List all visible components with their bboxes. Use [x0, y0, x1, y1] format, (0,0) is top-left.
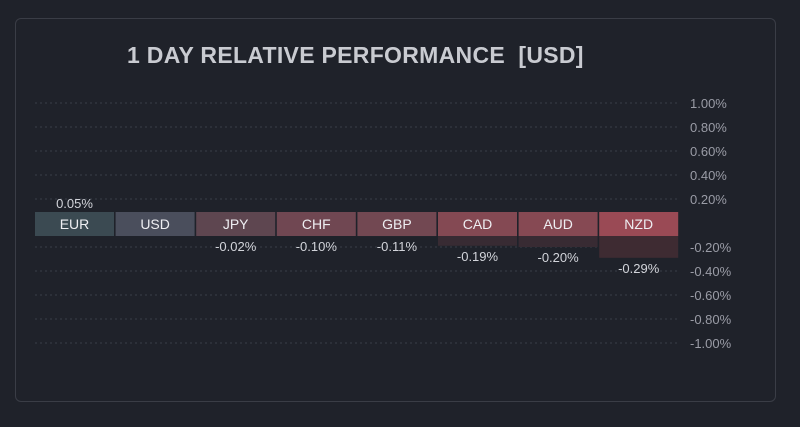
value-label: 0.05% — [56, 196, 93, 211]
value-label: -0.20% — [537, 250, 579, 265]
category-band — [35, 212, 114, 236]
y-tick-label: 0.60% — [690, 144, 727, 159]
category-label: USD — [140, 216, 170, 232]
category-label: CHF — [302, 216, 331, 232]
category-band — [115, 212, 195, 236]
y-tick-label: 0.80% — [690, 120, 727, 135]
category-band — [196, 212, 276, 236]
value-label: -0.10% — [296, 239, 338, 254]
y-tick-label: -0.60% — [690, 288, 732, 303]
y-tick-label: 1.00% — [690, 96, 727, 111]
bar — [438, 236, 517, 246]
category-band — [438, 212, 517, 236]
value-label: -0.29% — [618, 261, 660, 276]
category-band — [518, 212, 598, 236]
bar — [518, 236, 598, 247]
category-label: GBP — [382, 216, 412, 232]
performance-widget — [15, 18, 776, 402]
category-label: CAD — [463, 216, 493, 232]
category-label: EUR — [60, 216, 90, 232]
value-label: -0.11% — [377, 239, 418, 254]
y-tick-label: -0.80% — [690, 312, 732, 327]
category-band — [357, 212, 437, 236]
y-tick-label: 0.40% — [690, 168, 727, 183]
category-label: AUD — [543, 216, 573, 232]
chart-title: 1 DAY RELATIVE PERFORMANCE [USD] — [127, 42, 584, 68]
category-band — [276, 212, 356, 236]
bar — [599, 236, 679, 258]
category-band — [599, 212, 679, 236]
y-tick-label: -1.00% — [690, 336, 732, 351]
y-tick-label: -0.40% — [690, 264, 732, 279]
category-label: JPY — [223, 216, 249, 232]
category-label: NZD — [624, 216, 653, 232]
value-label: -0.19% — [457, 249, 499, 264]
y-tick-label: 0.20% — [690, 192, 727, 207]
value-label: -0.02% — [215, 239, 257, 254]
y-tick-label: -0.20% — [690, 240, 732, 255]
